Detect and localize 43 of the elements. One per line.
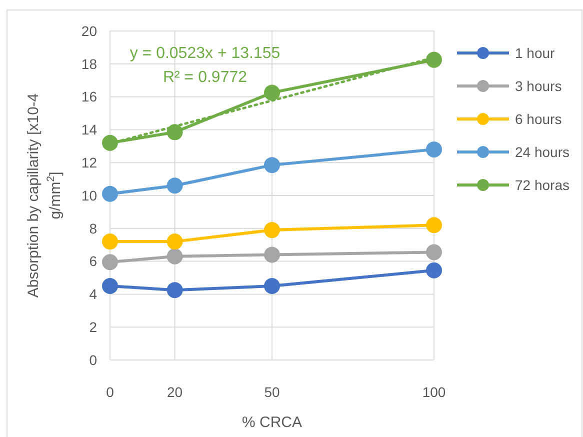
legend-label: 72 horas	[515, 176, 570, 193]
point	[102, 278, 118, 294]
legend-label: 6 hours	[515, 110, 562, 127]
point	[166, 282, 183, 298]
annotation: R² = 0.9772	[162, 69, 248, 86]
x-tick-label: 20	[167, 384, 183, 400]
point	[264, 157, 280, 174]
point	[166, 124, 183, 140]
x-axis-title: % CRCA	[242, 414, 302, 431]
y-tick-label: 16	[81, 88, 98, 105]
y-tick-label: 20	[81, 22, 98, 39]
point	[426, 217, 442, 234]
y-tick-label: 0	[89, 352, 98, 368]
point	[102, 186, 118, 202]
point	[166, 178, 183, 194]
point	[426, 262, 442, 278]
point	[102, 254, 118, 270]
point	[264, 84, 280, 101]
legend-label: 3 hours	[515, 78, 562, 94]
point	[264, 222, 280, 238]
point	[426, 141, 442, 158]
y-tick-label: 14	[81, 122, 98, 138]
y-tick-label: 8	[89, 220, 98, 236]
y-tick-label: 6	[89, 253, 98, 270]
legend-label: 1 hour	[515, 44, 556, 61]
y-tick-label: 12	[81, 154, 98, 170]
point	[426, 244, 442, 260]
point	[166, 234, 183, 250]
x-tick-label: 100	[422, 384, 446, 400]
x-tick-label: 50	[264, 384, 280, 400]
point	[102, 234, 118, 250]
y-tick-label: 4	[89, 286, 98, 302]
y-tick-label: 18	[81, 56, 98, 72]
x-tick-label: 0	[106, 384, 114, 400]
annotation: y = 0.0523x + 13.155	[130, 45, 280, 62]
y-tick-label: 10	[81, 187, 98, 204]
point	[426, 52, 442, 68]
y-tick-label: 2	[89, 319, 98, 335]
point	[166, 248, 183, 264]
point	[102, 134, 118, 151]
point	[264, 246, 280, 263]
point	[264, 278, 280, 294]
legend-label: 24 hours	[515, 144, 570, 160]
